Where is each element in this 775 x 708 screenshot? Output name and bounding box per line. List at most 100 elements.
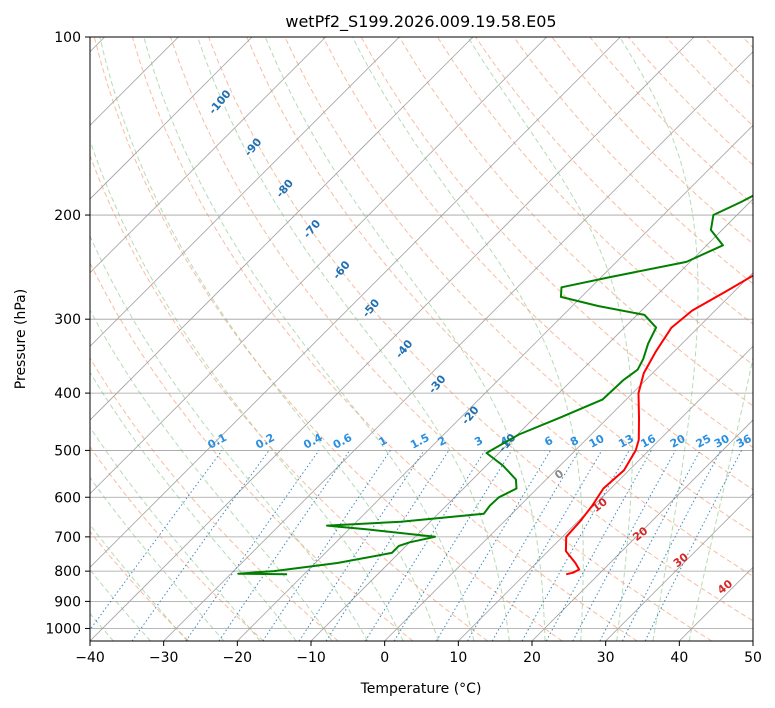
dry-adiabat-line bbox=[170, 37, 712, 641]
y-tick-label: 100 bbox=[54, 30, 81, 46]
mixing-ratio-line bbox=[262, 450, 391, 641]
x-tick-label: 30 bbox=[597, 650, 615, 666]
moist-adiabat-line bbox=[90, 138, 404, 641]
y-axis-label: Pressure (hPa) bbox=[13, 289, 29, 389]
x-tick-label: 20 bbox=[523, 650, 541, 666]
moist-adiabat-line bbox=[688, 355, 753, 641]
mixing-ratio-label: 0.4 bbox=[301, 431, 325, 452]
mixing-ratio-line bbox=[545, 450, 652, 641]
mixing-ratio-label: 0.1 bbox=[206, 431, 229, 452]
y-axis-ticks: 100 200 300 400 500 600 700 800 900 1000 bbox=[45, 30, 90, 637]
isotherm-line bbox=[237, 124, 753, 641]
y-tick-label: 300 bbox=[54, 312, 81, 328]
isotherm-line bbox=[90, 37, 253, 200]
moist-adiabat-line bbox=[619, 37, 699, 641]
dry-adiabat-line bbox=[436, 37, 753, 366]
mixing-ratio-line bbox=[325, 450, 450, 641]
mixing-ratio-line bbox=[90, 450, 223, 631]
isotherm-line bbox=[90, 37, 326, 274]
isotherm-line bbox=[752, 640, 753, 641]
moist-adiabat-line bbox=[467, 37, 634, 641]
mixing-ratio-lines bbox=[90, 450, 742, 641]
moist-adiabat-label: 30 bbox=[671, 550, 691, 570]
x-tick-label: −10 bbox=[296, 650, 326, 666]
dry-adiabat-line bbox=[90, 530, 190, 641]
dry-adiabat-line bbox=[131, 37, 638, 641]
x-tick-label: −40 bbox=[75, 650, 105, 666]
mixing-ratio-label: 36 bbox=[734, 432, 754, 451]
mixing-ratio-label: 25 bbox=[694, 432, 714, 451]
moist-adiabat-line bbox=[90, 234, 369, 641]
dry-adiabat-line bbox=[90, 261, 414, 641]
isotherm-line bbox=[90, 37, 400, 347]
dry-adiabat-label: -10 bbox=[496, 431, 519, 455]
y-tick-label: 800 bbox=[54, 564, 81, 580]
mixing-ratio-label: 2 bbox=[436, 434, 449, 449]
dry-adiabat-line bbox=[513, 37, 753, 285]
isotherm-line bbox=[90, 37, 695, 641]
mixing-ratio-label: 6 bbox=[542, 434, 555, 449]
mixing-ratio-label: 16 bbox=[638, 432, 658, 451]
dry-adiabats bbox=[90, 37, 753, 641]
dry-adiabat-label: -20 bbox=[459, 403, 482, 427]
mixing-ratio-line bbox=[521, 450, 630, 641]
mixing-ratio-line bbox=[572, 450, 676, 641]
mixing-ratio-line bbox=[298, 450, 425, 641]
mixing-ratio-label: 1 bbox=[377, 434, 390, 449]
isotherm-line bbox=[163, 51, 753, 641]
isotherm-line bbox=[90, 37, 547, 495]
dry-adiabat-label: -100 bbox=[206, 87, 234, 117]
dry-adiabat-line bbox=[93, 37, 563, 641]
dry-adiabat-label: -90 bbox=[242, 135, 265, 159]
x-tick-label: −30 bbox=[149, 650, 179, 666]
y-tick-label: 700 bbox=[54, 530, 81, 546]
dewpoint-profile-line bbox=[237, 194, 753, 576]
dry-adiabat-label: -80 bbox=[273, 177, 296, 201]
chart-title: wetPf2_S199.2026.009.19.58.E05 bbox=[285, 12, 556, 32]
mixing-ratio-label: 13 bbox=[616, 432, 636, 451]
moist-adiabat-line bbox=[264, 37, 546, 641]
x-axis-ticks: −40 −30 −20 −10 0 10 20 30 40 50 bbox=[75, 641, 762, 666]
y-tick-label: 200 bbox=[54, 208, 81, 224]
plot-frame bbox=[89, 36, 754, 642]
x-tick-label: 50 bbox=[744, 650, 762, 666]
mixing-ratio-label: 3 bbox=[472, 434, 485, 449]
dry-adiabat-label: -40 bbox=[393, 337, 416, 361]
x-tick-label: 40 bbox=[670, 650, 688, 666]
isotherm-line bbox=[90, 37, 621, 568]
mixing-ratio-line bbox=[435, 450, 552, 641]
mixing-ratio-line bbox=[644, 450, 742, 641]
dry-adiabat-line bbox=[90, 154, 488, 641]
profile-series bbox=[237, 194, 753, 576]
mixing-ratio-line bbox=[621, 450, 722, 641]
x-tick-label: 0 bbox=[380, 650, 389, 666]
isotherm-line bbox=[310, 198, 753, 641]
dry-adiabat-line bbox=[360, 37, 753, 449]
moist-adiabat-line bbox=[99, 37, 439, 641]
x-tick-label: 10 bbox=[449, 650, 467, 666]
moist-adiabat-line bbox=[352, 37, 584, 641]
isotherm-line bbox=[531, 419, 753, 641]
mixing-ratio-label: 20 bbox=[668, 432, 688, 451]
moist-adiabat-line bbox=[90, 426, 261, 641]
isotherms bbox=[90, 37, 753, 641]
isotherm-line bbox=[458, 345, 753, 641]
dry-adiabat-line bbox=[703, 37, 753, 88]
y-tick-label: 900 bbox=[54, 594, 81, 610]
isotherm-line bbox=[90, 37, 474, 421]
isotherm-line bbox=[605, 493, 753, 641]
dry-adiabat-line bbox=[90, 357, 339, 641]
moist-adiabats bbox=[90, 37, 753, 641]
mixing-ratio-label: 1.5 bbox=[408, 431, 431, 452]
x-axis-label: Temperature (°C) bbox=[360, 681, 482, 697]
mixing-ratio-label: 0.6 bbox=[331, 431, 355, 452]
moist-adiabat-label: 40 bbox=[715, 577, 735, 597]
temperature-profile-line bbox=[564, 274, 753, 576]
moist-adiabat-line bbox=[90, 476, 225, 641]
dry-adiabat-line bbox=[284, 37, 753, 534]
y-tick-label: 1000 bbox=[45, 621, 81, 637]
mixing-ratio-line bbox=[218, 450, 351, 641]
dry-adiabat-line bbox=[322, 37, 753, 491]
